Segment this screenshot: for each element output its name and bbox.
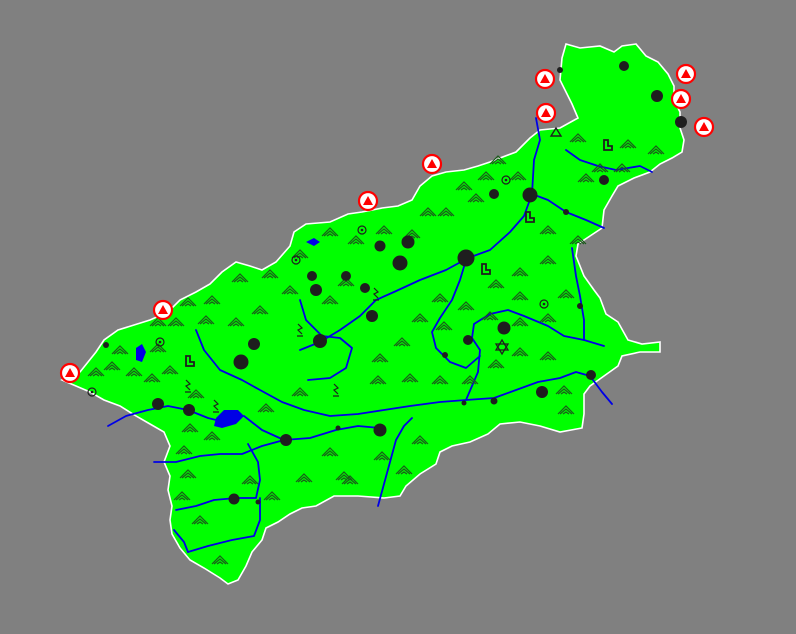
neighbor-region-marker-icon (675, 63, 697, 85)
peak-triangle-icon (549, 126, 563, 137)
neighbor-region-marker-icon (357, 190, 379, 212)
settlements (103, 61, 687, 505)
neighbor-region-marker-icon (421, 153, 443, 175)
neighbor-region-marker-icon (534, 68, 556, 90)
lake-north (306, 238, 320, 246)
neighbor-region-marker-icon (670, 88, 692, 110)
lake-central (214, 410, 244, 428)
neighbor-region-marker-icon (59, 362, 81, 384)
river-network (107, 117, 653, 553)
lake-west (136, 344, 146, 362)
neighbor-region-marker-icon (152, 299, 174, 321)
star-icon (494, 338, 510, 356)
neighbor-region-marker-icon (535, 102, 557, 124)
neighbor-region-marker-icon (693, 116, 715, 138)
